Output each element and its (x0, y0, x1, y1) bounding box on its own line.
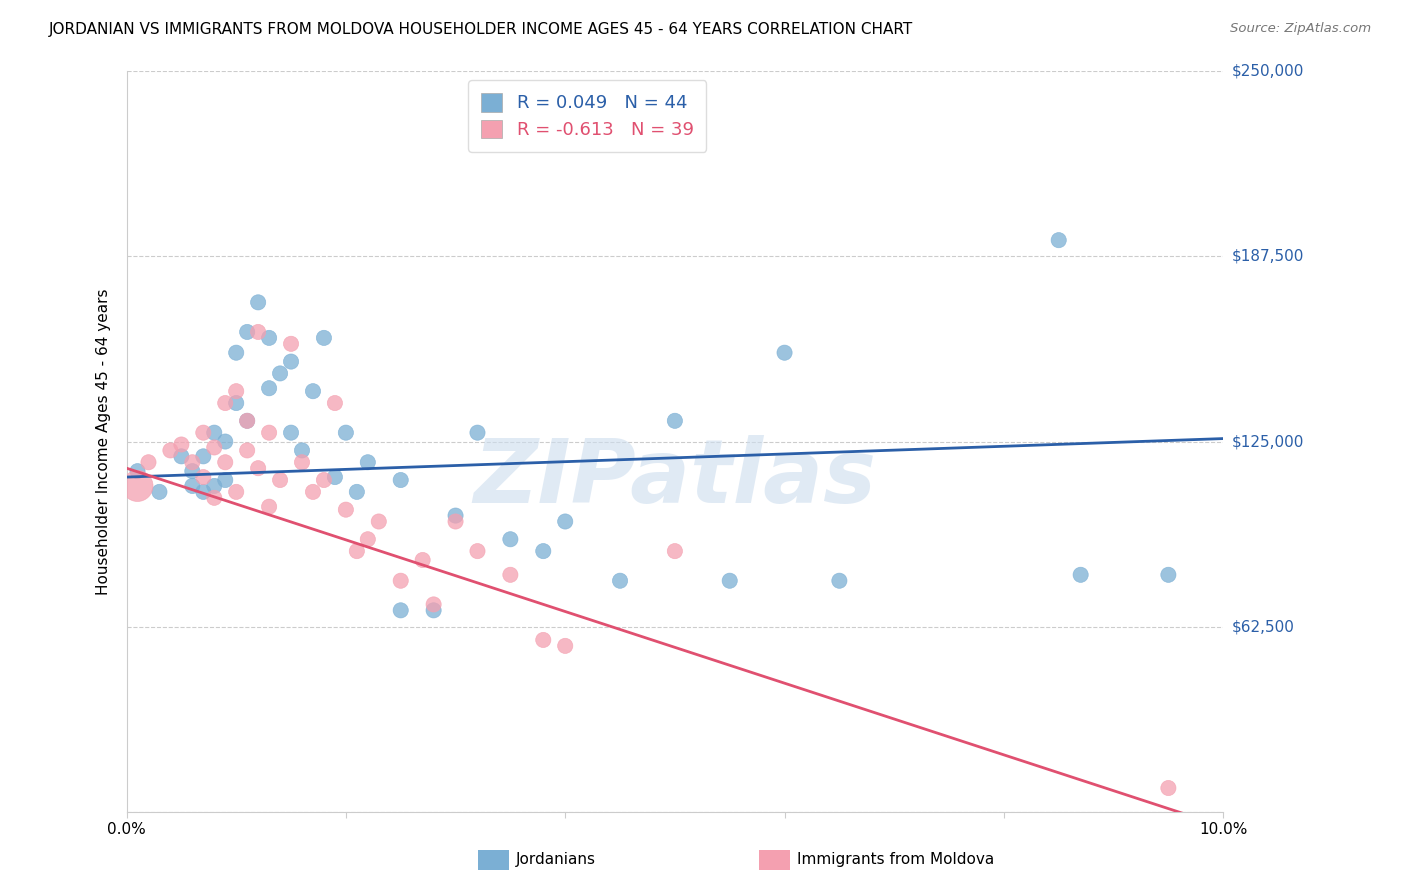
Text: $125,000: $125,000 (1232, 434, 1303, 449)
Y-axis label: Householder Income Ages 45 - 64 years: Householder Income Ages 45 - 64 years (96, 288, 111, 595)
Point (247, 325, 270, 339)
Point (225, 396, 247, 410)
Point (389, 603, 412, 617)
Point (181, 455, 204, 469)
Point (346, 544, 368, 558)
Point (664, 414, 686, 428)
Point (828, 574, 851, 588)
Point (554, 639, 576, 653)
Point (302, 384, 325, 399)
Point (323, 396, 346, 410)
Point (214, 434, 236, 449)
Point (335, 425, 357, 440)
Point (1157, 567, 1180, 582)
Text: $250,000: $250,000 (1232, 64, 1303, 78)
Point (554, 515, 576, 529)
Point (609, 574, 631, 588)
Point (773, 345, 796, 359)
Text: $187,500: $187,500 (1232, 249, 1303, 264)
Point (718, 574, 741, 588)
Point (280, 336, 302, 351)
Point (531, 632, 554, 647)
Point (202, 441, 225, 455)
Point (236, 443, 259, 458)
Point (323, 470, 346, 484)
Point (236, 414, 259, 428)
Point (291, 443, 314, 458)
Point (357, 533, 380, 547)
Point (280, 354, 302, 368)
Point (214, 396, 236, 410)
Legend: R = 0.049   N = 44, R = -0.613   N = 39: R = 0.049 N = 44, R = -0.613 N = 39 (468, 80, 706, 152)
Point (291, 455, 314, 469)
Point (193, 450, 215, 464)
Point (1157, 780, 1180, 795)
Point (444, 515, 467, 529)
Point (467, 544, 489, 558)
Text: JORDANIAN VS IMMIGRANTS FROM MOLDOVA HOUSEHOLDER INCOME AGES 45 - 64 YEARS CORRE: JORDANIAN VS IMMIGRANTS FROM MOLDOVA HOU… (49, 22, 914, 37)
Point (181, 464, 204, 478)
Point (269, 473, 291, 487)
Text: $62,500: $62,500 (1232, 619, 1295, 634)
Point (159, 443, 181, 458)
Point (664, 544, 686, 558)
Point (467, 425, 489, 440)
Point (225, 384, 247, 399)
Point (422, 603, 444, 617)
Point (269, 367, 291, 381)
Point (280, 425, 302, 440)
Point (214, 473, 236, 487)
Text: Jordanians: Jordanians (516, 853, 596, 867)
Point (236, 325, 259, 339)
Point (138, 455, 160, 469)
Point (193, 484, 215, 499)
Point (257, 381, 280, 395)
Point (148, 484, 170, 499)
Point (214, 455, 236, 469)
Point (181, 479, 204, 493)
Point (170, 450, 193, 464)
Point (236, 414, 259, 428)
Point (1070, 567, 1092, 582)
Text: Source: ZipAtlas.com: Source: ZipAtlas.com (1230, 22, 1371, 36)
Point (202, 425, 225, 440)
Point (257, 331, 280, 345)
Point (170, 437, 193, 451)
Point (531, 544, 554, 558)
Point (225, 484, 247, 499)
Point (499, 567, 522, 582)
Point (444, 508, 467, 523)
Point (412, 553, 434, 567)
Point (422, 598, 444, 612)
Point (257, 500, 280, 514)
Point (127, 479, 149, 493)
Point (247, 461, 270, 475)
Point (499, 533, 522, 547)
Point (335, 502, 357, 516)
Point (225, 345, 247, 359)
Point (193, 470, 215, 484)
Point (127, 464, 149, 478)
Point (257, 425, 280, 440)
Point (247, 295, 270, 310)
Text: Immigrants from Moldova: Immigrants from Moldova (797, 853, 994, 867)
Point (1047, 233, 1070, 247)
Point (312, 473, 335, 487)
Point (367, 515, 389, 529)
Point (346, 484, 368, 499)
Point (302, 484, 325, 499)
Point (202, 479, 225, 493)
Text: ZIPatlas: ZIPatlas (474, 435, 876, 522)
Point (202, 491, 225, 505)
Point (389, 473, 412, 487)
Point (389, 574, 412, 588)
Point (357, 455, 380, 469)
Point (193, 425, 215, 440)
Point (312, 331, 335, 345)
